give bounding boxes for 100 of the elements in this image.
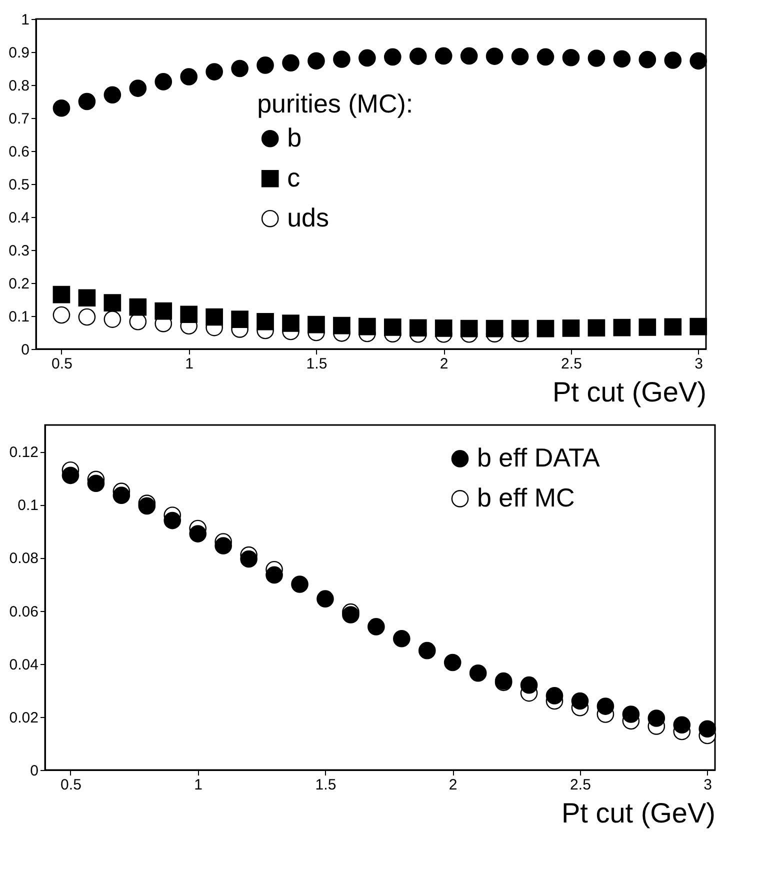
legend-label: b	[287, 122, 302, 153]
y-tick-label: 0.12	[9, 444, 38, 462]
point	[384, 48, 402, 66]
point	[358, 49, 376, 67]
point	[434, 47, 452, 65]
point	[129, 80, 147, 97]
x-tick-label: 1	[194, 776, 203, 794]
point	[409, 48, 427, 65]
x-tick-label: 3	[704, 776, 712, 794]
point	[138, 497, 156, 515]
point	[104, 86, 122, 104]
point	[206, 308, 223, 326]
point	[486, 48, 504, 65]
point	[164, 512, 182, 530]
point	[189, 525, 207, 542]
point	[104, 310, 122, 328]
point	[536, 320, 554, 338]
point	[698, 720, 716, 738]
y-tick-label: 1	[21, 12, 30, 28]
point	[52, 99, 70, 117]
point	[562, 320, 580, 337]
x-tick-label: 0.5	[52, 356, 72, 372]
point	[613, 50, 631, 68]
point	[256, 56, 274, 74]
point	[638, 318, 656, 336]
point	[333, 50, 350, 68]
x-tick-label: 3	[694, 356, 704, 372]
y-tick-label: 0.04	[9, 656, 38, 674]
point	[460, 47, 478, 65]
point	[180, 306, 198, 324]
y-tick-label: 0	[30, 762, 38, 780]
point	[104, 294, 122, 312]
y-tick-label: 0.08	[9, 550, 38, 568]
point	[460, 320, 478, 338]
point	[342, 606, 360, 624]
point	[316, 590, 334, 608]
point	[673, 716, 691, 734]
point	[536, 48, 554, 66]
point	[112, 486, 130, 504]
y-tick-label: 0.5	[8, 176, 30, 194]
point	[690, 318, 708, 336]
point	[588, 319, 606, 337]
point	[409, 319, 427, 337]
point	[129, 298, 147, 316]
point	[180, 68, 198, 86]
point	[52, 286, 70, 304]
point	[282, 54, 300, 72]
point	[434, 320, 452, 337]
point	[308, 52, 325, 70]
point	[596, 698, 614, 715]
point	[231, 60, 248, 78]
point	[240, 550, 258, 568]
x-axis-title: Pt cut (GeV)	[561, 798, 716, 828]
point	[486, 320, 504, 338]
point	[648, 710, 666, 727]
y-tick-label: 0.9	[8, 44, 30, 62]
point	[206, 63, 223, 80]
x-tick-label: 2.5	[570, 776, 591, 794]
y-tick-label: 0	[21, 342, 30, 358]
x-tick-label: 0.5	[60, 776, 82, 794]
point	[520, 676, 538, 694]
point	[638, 50, 656, 68]
point	[78, 289, 96, 307]
point	[231, 310, 248, 328]
point	[154, 73, 172, 90]
point	[214, 537, 232, 554]
y-tick-label: 0.8	[8, 78, 30, 94]
y-tick-label: 0.02	[9, 709, 38, 726]
point	[87, 474, 105, 492]
x-tick-label: 2	[440, 356, 448, 372]
point	[333, 316, 350, 334]
x-tick-label: 1.5	[315, 776, 336, 794]
point	[154, 302, 172, 320]
point	[308, 316, 325, 334]
point	[511, 48, 529, 66]
point	[613, 318, 631, 336]
point	[78, 308, 96, 326]
point	[469, 664, 487, 682]
point	[418, 642, 436, 660]
point	[622, 706, 640, 723]
point	[291, 576, 308, 593]
x-tick-label: 1.5	[306, 356, 328, 372]
point	[256, 312, 274, 330]
y-tick-label: 0.7	[8, 110, 30, 128]
legend-label: uds	[287, 202, 330, 233]
point	[664, 52, 682, 69]
point	[368, 618, 385, 636]
legend-title: purities (MC):	[257, 88, 414, 119]
point	[562, 48, 580, 66]
y-tick-label: 0.2	[8, 276, 30, 292]
y-tick-label: 0.1	[8, 308, 30, 326]
x-tick-label: 1	[185, 356, 194, 372]
legend-label: b eff DATA	[477, 442, 600, 473]
x-axis-title: Pt cut (GeV)	[552, 376, 706, 408]
point	[282, 314, 300, 332]
x-tick-label: 2	[448, 776, 458, 794]
point	[384, 318, 402, 336]
point	[571, 692, 589, 710]
point	[392, 630, 410, 648]
y-tick-label: 0.1	[18, 497, 38, 514]
